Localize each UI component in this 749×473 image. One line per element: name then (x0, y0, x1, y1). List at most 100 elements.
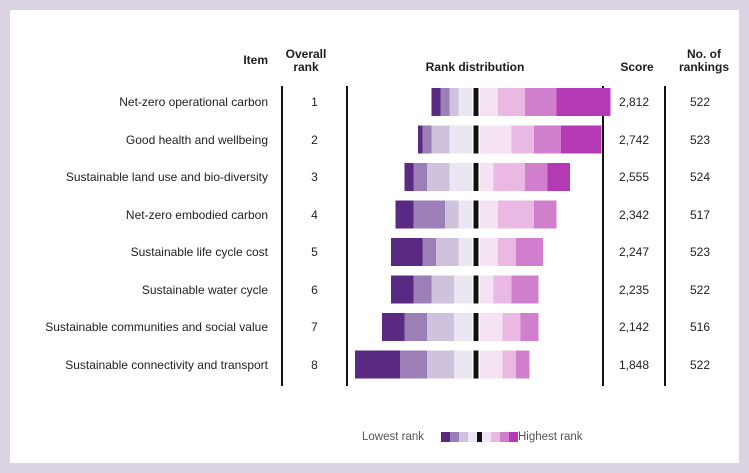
divider-rank-right (346, 86, 348, 386)
legend-swatch (491, 432, 500, 442)
overall-rank: 1 (311, 95, 318, 109)
bar-segment (413, 200, 445, 229)
legend-low-label: Lowest rank (362, 431, 425, 443)
item-label: Sustainable connectivity and transport (65, 357, 268, 372)
header-item: Item (243, 53, 268, 67)
bar-segment (418, 125, 423, 154)
legend-swatch (441, 432, 450, 442)
bar-segment (445, 200, 459, 229)
center-divider (473, 313, 479, 341)
bar-segment (458, 200, 472, 229)
bar-segment (525, 163, 548, 191)
bar-segment (534, 200, 557, 229)
bar-segment (561, 125, 602, 154)
bar-segment (511, 275, 539, 304)
header-rank-distribution: Rank distribution (425, 60, 525, 74)
bar-segment (454, 313, 472, 341)
bar-segment (382, 313, 405, 341)
score-value: 2,555 (618, 170, 650, 184)
bar-segment (413, 163, 427, 191)
bar-segment (480, 88, 498, 116)
score-value: 2,235 (618, 282, 650, 297)
score-value: 2,742 (618, 132, 650, 147)
item-label: Net-zero operational carbon (119, 95, 268, 109)
bar-segment (516, 238, 543, 266)
legend-swatch (459, 432, 468, 442)
score-value: 2,142 (618, 320, 650, 334)
bar-segment (502, 350, 516, 379)
overall-rank: 8 (311, 357, 318, 372)
bar-segment (449, 88, 459, 116)
bar-segment (480, 200, 498, 229)
item-label: Sustainable life cycle cost (130, 245, 268, 259)
overall-rank: 7 (311, 320, 318, 334)
overall-rank: 4 (311, 207, 318, 222)
bar-segment (427, 350, 454, 379)
bar-segment (422, 125, 432, 154)
bar-segment (520, 313, 539, 341)
bar-segment (454, 275, 472, 304)
rank-distribution-chart (355, 88, 611, 442)
item-label: Good health and wellbeing (125, 132, 268, 147)
overall-rank: 2 (311, 132, 318, 147)
score-value: 1,848 (618, 357, 650, 372)
bar-segment (440, 88, 450, 116)
score-value: 2,342 (618, 207, 650, 222)
bar-segment (525, 88, 557, 116)
bar-segment (511, 125, 534, 154)
score-value: 2,812 (618, 95, 650, 109)
header-score: Score (620, 60, 654, 74)
bar-segment (454, 350, 472, 379)
legend-swatch (450, 432, 459, 442)
chart-card: Item Overall rank Rank distribution Scor… (10, 10, 739, 463)
center-divider (473, 238, 479, 266)
bar-segment (449, 163, 472, 191)
bar-segment (422, 238, 436, 266)
center-divider (473, 275, 479, 304)
bar-segment (493, 275, 512, 304)
bar-segment (498, 88, 525, 116)
item-label: Sustainable water cycle (141, 282, 268, 297)
score-value: 2,247 (618, 245, 650, 259)
legend-swatch (509, 432, 518, 442)
legend-center-swatch (477, 432, 482, 442)
rankings-count: 522 (689, 282, 711, 297)
bar-segment (436, 238, 459, 266)
rankings-count: 523 (689, 132, 711, 147)
bar-segment (480, 275, 494, 304)
rankings-count: 516 (689, 320, 711, 334)
bar-segment (458, 238, 472, 266)
bar-segment (404, 313, 427, 341)
item-label: Net-zero embodied carbon (125, 207, 268, 222)
bar-segment (480, 238, 498, 266)
bar-segment (449, 125, 472, 154)
divider-rank-left (281, 86, 283, 386)
bar-segment (493, 163, 525, 191)
bar-segment (431, 275, 454, 304)
center-divider (473, 350, 479, 379)
bar-segment (498, 238, 516, 266)
bar-segment (534, 125, 561, 154)
item-label: Sustainable land use and bio-diversity (65, 170, 268, 184)
divider-score-left (602, 86, 604, 386)
bar-segment (427, 313, 454, 341)
bar-segment (498, 200, 534, 229)
bar-segment (427, 163, 450, 191)
bar-segment (413, 275, 432, 304)
rankings-count: 517 (689, 207, 711, 222)
bar-segment (391, 238, 423, 266)
legend-swatch (482, 432, 491, 442)
legend-swatch (468, 432, 477, 442)
rankings-count: 524 (689, 170, 711, 184)
bar-segment (458, 88, 472, 116)
bar-segment (480, 350, 503, 379)
bar-segment (480, 163, 494, 191)
rankings-count: 523 (689, 245, 711, 259)
legend-swatch (500, 432, 509, 442)
bar-segment (395, 200, 414, 229)
center-divider (473, 200, 479, 229)
bar-segment (404, 163, 414, 191)
bar-segment (547, 163, 570, 191)
overall-rank: 6 (311, 282, 318, 297)
bar-segment (480, 125, 512, 154)
